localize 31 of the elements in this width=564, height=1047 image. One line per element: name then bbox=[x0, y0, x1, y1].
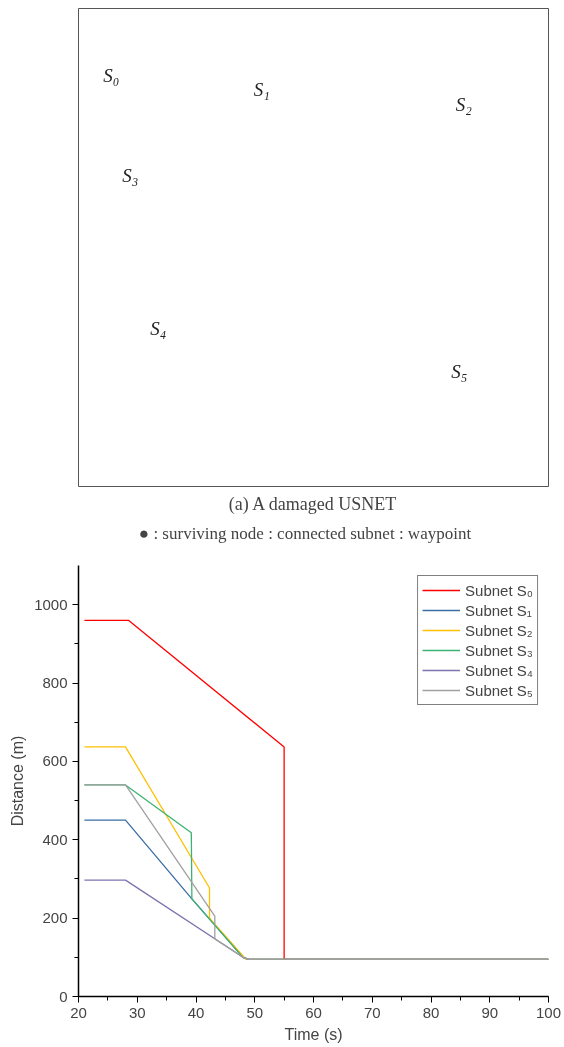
x-tick-label: 70 bbox=[363, 1003, 381, 1021]
legend-label: Subnet S₂ bbox=[465, 620, 533, 640]
x-tick-label: 30 bbox=[128, 1003, 146, 1021]
y-tick-label: 400 bbox=[42, 830, 68, 848]
y-tick-label: 1000 bbox=[34, 595, 68, 613]
x-tick-label: 90 bbox=[481, 1003, 499, 1021]
text: ● : surviving node : connected subnet : waypoint bbox=[138, 523, 472, 543]
x-tick-label: 100 bbox=[535, 1003, 562, 1021]
x-tick-label: 40 bbox=[187, 1003, 205, 1021]
x-tick-label: 60 bbox=[305, 1003, 322, 1021]
y-tick-label: 200 bbox=[42, 909, 68, 927]
text: (a) A damaged USNET bbox=[228, 493, 397, 515]
x-axis-title: Time (s) bbox=[284, 1025, 343, 1043]
x-tick-label: 20 bbox=[70, 1003, 87, 1021]
text: S₃ bbox=[122, 165, 139, 187]
text: S₁ bbox=[253, 79, 270, 101]
y-tick-label: 600 bbox=[42, 752, 68, 770]
legend-label: Subnet S₁ bbox=[465, 600, 532, 620]
text: S₂ bbox=[455, 93, 473, 115]
text: S₄ bbox=[150, 318, 167, 340]
legend-label: Subnet S₅ bbox=[465, 680, 533, 700]
legend-label: Subnet S₄ bbox=[465, 660, 533, 680]
text: S₀ bbox=[103, 64, 120, 86]
y-tick-label: 800 bbox=[42, 674, 68, 692]
x-tick-label: 50 bbox=[246, 1003, 264, 1021]
text: S₅ bbox=[451, 361, 468, 383]
y-axis-title: Distance (m) bbox=[9, 735, 27, 827]
legend-label: Subnet S₃ bbox=[465, 640, 533, 660]
legend-label: Subnet S₀ bbox=[465, 580, 533, 600]
x-tick-label: 80 bbox=[422, 1003, 440, 1021]
y-tick-label: 0 bbox=[59, 987, 68, 1005]
